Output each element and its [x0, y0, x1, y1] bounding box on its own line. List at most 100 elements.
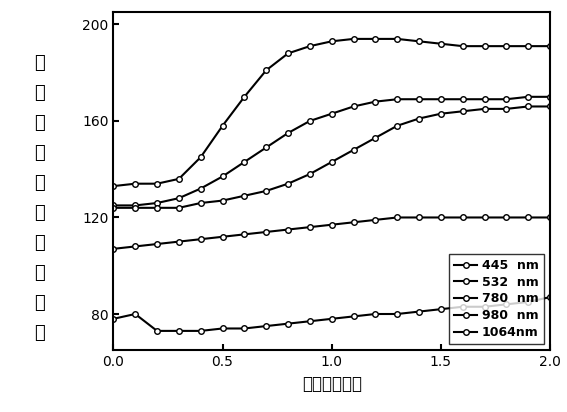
1064nm	[393, 311, 400, 316]
780  nm	[547, 104, 553, 109]
532  nm	[525, 94, 532, 99]
1064nm	[547, 295, 553, 300]
Text: 伏: 伏	[35, 294, 45, 312]
445  nm	[547, 44, 553, 49]
445  nm	[481, 44, 488, 49]
1064nm	[241, 326, 248, 331]
445  nm	[197, 154, 204, 159]
780  nm	[459, 109, 466, 114]
980  nm	[437, 215, 444, 220]
445  nm	[459, 44, 466, 49]
780  nm	[481, 106, 488, 111]
Line: 1064nm: 1064nm	[111, 294, 553, 334]
1064nm	[197, 328, 204, 333]
Text: 侧: 侧	[35, 54, 45, 72]
780  nm	[437, 111, 444, 116]
532  nm	[503, 97, 510, 102]
445  nm	[416, 39, 422, 44]
532  nm	[437, 97, 444, 102]
780  nm	[154, 205, 160, 210]
532  nm	[547, 94, 553, 99]
532  nm	[372, 99, 379, 104]
780  nm	[132, 205, 138, 210]
1064nm	[503, 302, 510, 307]
1064nm	[372, 311, 379, 316]
980  nm	[525, 215, 532, 220]
445  nm	[393, 36, 400, 41]
780  nm	[197, 201, 204, 206]
1064nm	[219, 326, 226, 331]
445  nm	[285, 51, 291, 56]
780  nm	[416, 116, 422, 121]
Legend: 445  nm, 532  nm, 780  nm, 980  nm, 1064nm: 445 nm, 532 nm, 780 nm, 980 nm, 1064nm	[450, 254, 544, 344]
980  nm	[393, 215, 400, 220]
532  nm	[328, 111, 335, 116]
X-axis label: 位置（毫米）: 位置（毫米）	[302, 375, 362, 393]
1064nm	[176, 328, 183, 333]
980  nm	[372, 218, 379, 222]
Text: 毫: 毫	[35, 264, 45, 282]
980  nm	[176, 239, 183, 244]
445  nm	[241, 94, 248, 99]
980  nm	[547, 215, 553, 220]
980  nm	[306, 225, 313, 229]
Text: ）: ）	[35, 324, 45, 342]
980  nm	[197, 237, 204, 242]
532  nm	[481, 97, 488, 102]
532  nm	[132, 203, 138, 208]
1064nm	[437, 307, 444, 311]
532  nm	[154, 201, 160, 206]
1064nm	[328, 316, 335, 321]
780  nm	[503, 106, 510, 111]
980  nm	[503, 215, 510, 220]
1064nm	[110, 316, 117, 321]
1064nm	[416, 309, 422, 314]
Text: 光: 光	[35, 114, 45, 132]
780  nm	[350, 147, 357, 152]
780  nm	[393, 123, 400, 128]
Line: 532  nm: 532 nm	[111, 94, 553, 208]
532  nm	[416, 97, 422, 102]
980  nm	[263, 229, 270, 234]
980  nm	[241, 232, 248, 237]
780  nm	[241, 193, 248, 198]
980  nm	[110, 246, 117, 251]
445  nm	[306, 44, 313, 49]
445  nm	[503, 44, 510, 49]
780  nm	[525, 104, 532, 109]
780  nm	[328, 159, 335, 164]
532  nm	[459, 97, 466, 102]
780  nm	[110, 205, 117, 210]
445  nm	[154, 181, 160, 186]
532  nm	[350, 104, 357, 109]
Text: 压: 压	[35, 204, 45, 222]
532  nm	[176, 196, 183, 201]
Text: 向: 向	[35, 84, 45, 102]
980  nm	[481, 215, 488, 220]
445  nm	[525, 44, 532, 49]
980  nm	[416, 215, 422, 220]
Text: 电: 电	[35, 174, 45, 192]
1064nm	[306, 319, 313, 324]
532  nm	[197, 186, 204, 191]
Line: 980  nm: 980 nm	[111, 215, 553, 252]
980  nm	[350, 220, 357, 225]
1064nm	[481, 304, 488, 309]
532  nm	[110, 203, 117, 208]
532  nm	[285, 131, 291, 136]
780  nm	[263, 188, 270, 193]
Line: 780  nm: 780 nm	[111, 104, 553, 211]
1064nm	[459, 304, 466, 309]
780  nm	[285, 181, 291, 186]
980  nm	[132, 244, 138, 249]
532  nm	[393, 97, 400, 102]
1064nm	[154, 328, 160, 333]
445  nm	[350, 36, 357, 41]
445  nm	[132, 181, 138, 186]
445  nm	[219, 123, 226, 128]
532  nm	[219, 174, 226, 179]
980  nm	[459, 215, 466, 220]
445  nm	[437, 41, 444, 46]
980  nm	[285, 227, 291, 232]
532  nm	[306, 119, 313, 124]
